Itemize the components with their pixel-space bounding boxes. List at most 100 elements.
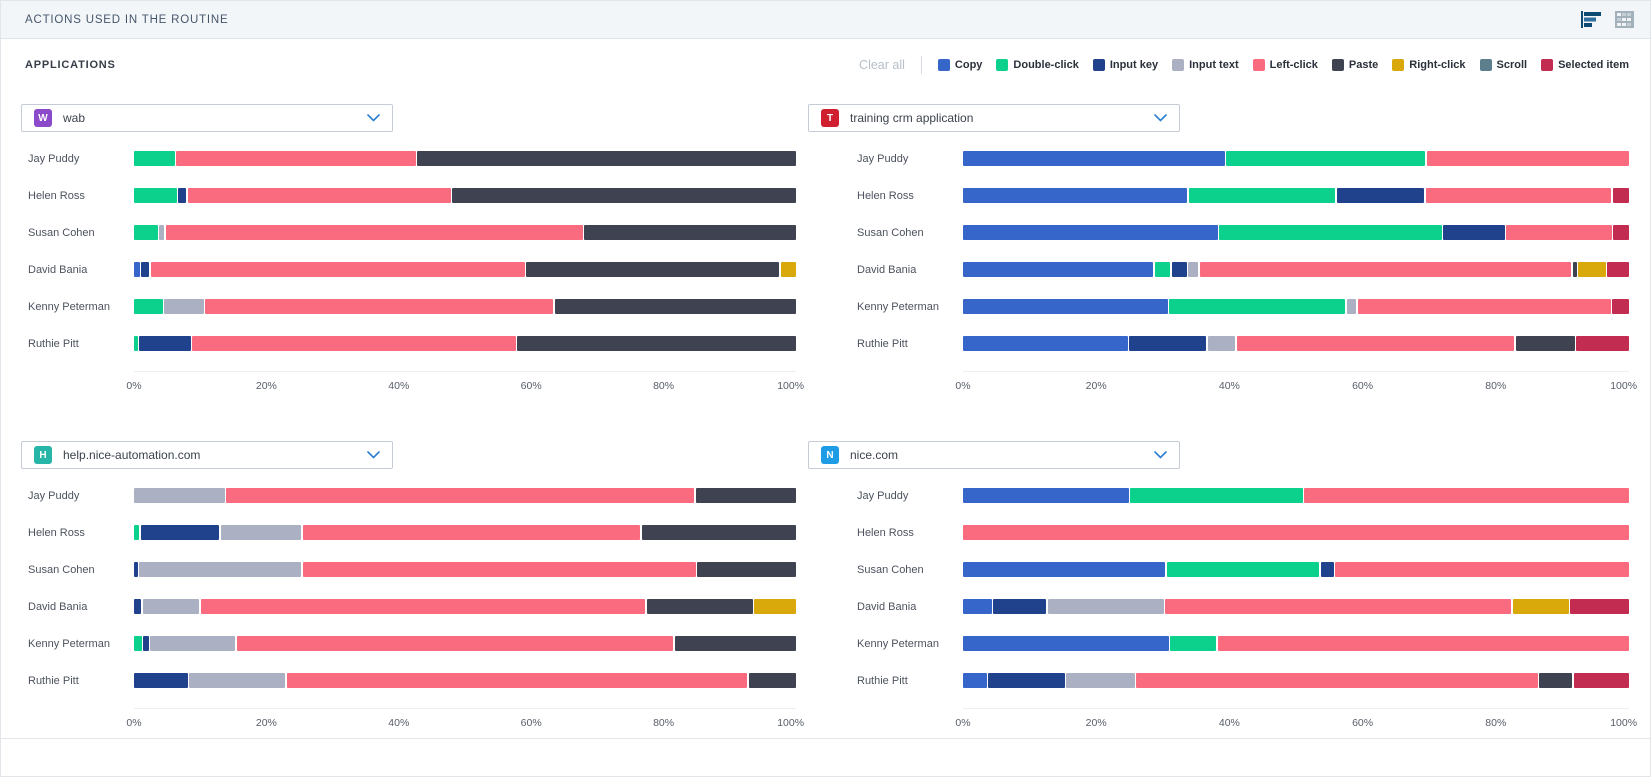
bar-segment-input-key	[1320, 562, 1334, 577]
stacked-bar	[134, 562, 796, 577]
stacked-bar	[963, 599, 1629, 614]
bar-segment-paste	[697, 562, 796, 577]
bar-segment-input-key	[993, 599, 1047, 614]
legend-item-scroll[interactable]: Scroll	[1479, 59, 1527, 71]
axis-tick: 40%	[1218, 717, 1240, 729]
bar-segment-copy	[963, 299, 1168, 314]
bar-row-jay-puddy: Jay Puddy	[21, 140, 796, 177]
bar-row-susan-cohen: Susan Cohen	[808, 551, 1629, 588]
bar-segment-double-click	[134, 151, 175, 166]
bar-segment-paste	[417, 151, 796, 166]
bar-segment-input-text	[159, 225, 165, 240]
legend-item-double-click[interactable]: Double-click	[996, 59, 1079, 71]
legend-swatch-input-key	[1092, 59, 1105, 71]
user-label: Susan Cohen	[857, 563, 924, 576]
axis-tick: 60%	[520, 380, 542, 392]
stacked-bar	[963, 225, 1629, 240]
bar-row-jay-puddy: Jay Puddy	[808, 140, 1630, 177]
bar-segment-left-click	[1236, 336, 1515, 351]
legend-item-paste[interactable]: Paste	[1331, 59, 1378, 71]
axis-tick: 0%	[955, 380, 971, 392]
bar-segment-selected-item	[1612, 188, 1629, 203]
bar-segment-left-click	[176, 151, 416, 166]
bar-segment-copy	[963, 225, 1218, 240]
bar-row-helen-ross: Helen Ross	[808, 514, 1629, 551]
stacked-bar	[134, 262, 797, 277]
user-label: Susan Cohen	[28, 563, 95, 576]
bar-segment-input-key	[139, 336, 191, 351]
user-label: Susan Cohen	[857, 226, 924, 239]
bar-segment-double-click	[134, 225, 158, 240]
bar-segment-double-click	[134, 188, 177, 203]
user-label: Jay Puddy	[28, 152, 80, 165]
bar-segment-input-key	[140, 525, 220, 540]
bar-segment-double-click	[134, 336, 138, 351]
bar-segment-input-text	[142, 599, 200, 614]
axis-tick: 80%	[653, 717, 675, 729]
axis-tick: 40%	[388, 380, 410, 392]
bar-segment-paste	[641, 525, 796, 540]
bar-segment-left-click	[1357, 299, 1611, 314]
bar-segment-left-click	[187, 188, 451, 203]
bar-segment-left-click	[302, 562, 696, 577]
bar-segment-paste	[584, 225, 797, 240]
bar-segment-paste	[748, 673, 797, 688]
bar-segment-input-text	[1207, 336, 1236, 351]
legend-label: Right-click	[1409, 59, 1466, 71]
legend: Clear all Copy Double-click Input key Input…	[859, 56, 1629, 74]
legend-item-input-key[interactable]: Input key	[1092, 59, 1158, 71]
bar-segment-input-key	[134, 599, 142, 614]
bar-segment-input-key	[988, 673, 1065, 688]
table-view-icon[interactable]	[1615, 11, 1634, 28]
bar-row-helen-ross: Helen Ross	[21, 177, 796, 214]
axis-tick: 0%	[126, 717, 142, 729]
legend-items: Copy Double-click Input key Input text Left-…	[937, 59, 1629, 71]
bar-segment-paste	[1515, 336, 1575, 351]
bar-segment-paste	[646, 599, 753, 614]
bar-segment-double-click	[134, 525, 140, 540]
bar-segment-paste	[526, 262, 780, 277]
legend-swatch-paste	[1331, 59, 1344, 71]
stacked-bar	[134, 151, 796, 166]
legend-item-right-click[interactable]: Right-click	[1392, 59, 1466, 71]
legend-swatch-scroll	[1479, 59, 1492, 71]
bar-row-kenny-peterman: Kenny Peterman	[21, 288, 796, 325]
stacked-bar	[963, 488, 1629, 503]
legend-item-selected-item[interactable]: Selected item	[1541, 59, 1629, 71]
bar-segment-left-click	[200, 599, 646, 614]
axis-tick: 20%	[1085, 380, 1107, 392]
bar-segment-selected-item	[1576, 336, 1630, 351]
bottom-divider	[1, 738, 1650, 739]
bar-segment-left-click	[1136, 673, 1538, 688]
app-icon-training-crm-application: T	[821, 109, 839, 127]
stacked-bar	[963, 525, 1629, 540]
stacked-bar	[134, 299, 796, 314]
bar-segment-right-click	[1512, 599, 1569, 614]
bar-segment-left-click	[286, 673, 748, 688]
bar-row-ruthie-pitt: Ruthie Pitt	[21, 325, 796, 362]
bar-segment-double-click	[134, 636, 142, 651]
legend-item-left-click[interactable]: Left-click	[1252, 59, 1318, 71]
app-select-label: nice.com	[850, 448, 899, 462]
user-label: David Bania	[28, 263, 88, 276]
chevron-down-icon	[1154, 451, 1167, 459]
bar-segment-left-click	[205, 299, 554, 314]
clear-all-button[interactable]: Clear all	[859, 58, 905, 72]
bar-segment-paste	[452, 188, 796, 203]
legend-item-input-text[interactable]: Input text	[1172, 59, 1239, 71]
x-axis: 0% 20% 40% 60% 80% 100%	[955, 708, 1637, 731]
bar-segment-selected-item	[1573, 673, 1629, 688]
chart-view-icon[interactable]	[1581, 11, 1603, 28]
axis-tick: 80%	[1485, 380, 1507, 392]
legend-item-copy[interactable]: Copy	[937, 59, 982, 71]
bar-segment-selected-item	[1612, 299, 1629, 314]
stacked-bar	[134, 673, 797, 688]
axis-tick: 100%	[1610, 717, 1638, 729]
